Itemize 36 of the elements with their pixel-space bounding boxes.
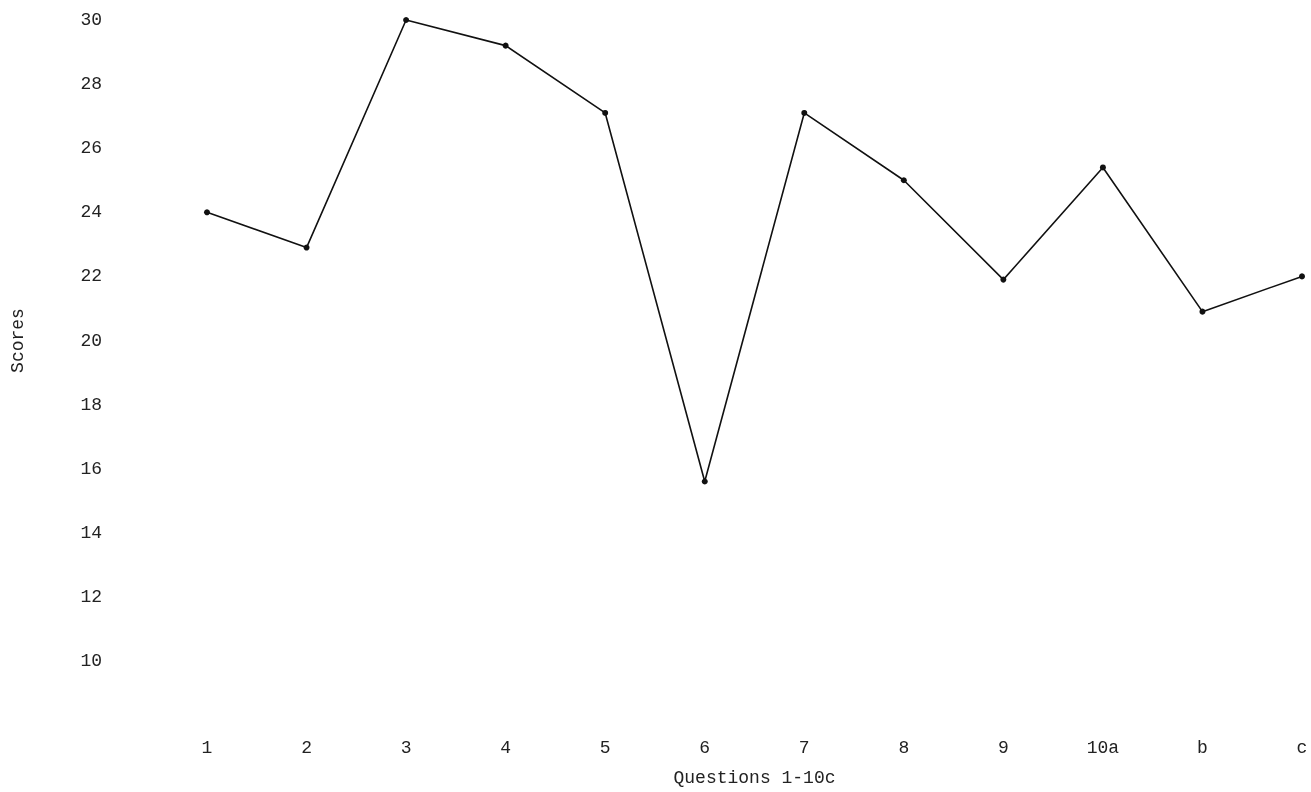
point (1299, 273, 1305, 280)
point (1000, 276, 1007, 283)
x-tick-label: 1 (201, 738, 213, 758)
x-tick-label: 5 (599, 738, 611, 758)
x-tick-label: 9 (997, 738, 1009, 758)
y-tick-label: 10 (80, 651, 102, 671)
point (1199, 308, 1206, 315)
point (403, 17, 410, 23)
point (204, 209, 210, 216)
x-axis-title: Questions 1-10c (673, 768, 836, 788)
point (303, 244, 310, 251)
y-tick-label: 18 (80, 394, 102, 415)
point (602, 109, 609, 116)
x-tick-label: 3 (400, 738, 412, 758)
point (1099, 164, 1106, 171)
point (801, 109, 808, 116)
y-axis-title: Scores (8, 308, 28, 373)
y-tick-label: 14 (80, 522, 102, 543)
point (900, 177, 907, 184)
y-tick-label: 16 (80, 458, 102, 479)
y-tick-label: 22 (80, 266, 102, 287)
point (502, 42, 509, 49)
y-tick-label: 24 (80, 202, 102, 223)
x-tick-label: b (1197, 738, 1208, 758)
x-tick-label: c (1296, 738, 1308, 758)
x-tick-label: 2 (301, 738, 312, 758)
x-tick-label: 6 (699, 738, 711, 758)
x-tick-label: 7 (798, 738, 810, 758)
x-tick-label: 10a (1086, 738, 1120, 758)
x-tick-label: 8 (898, 738, 910, 758)
y-tick-label: 28 (80, 74, 102, 95)
y-tick-label: 20 (80, 330, 102, 351)
y-tick-label: 12 (80, 586, 102, 607)
x-tick-label: 4 (500, 738, 512, 758)
y-tick-label: 30 (80, 10, 102, 30)
y-tick-label: 26 (80, 138, 102, 159)
